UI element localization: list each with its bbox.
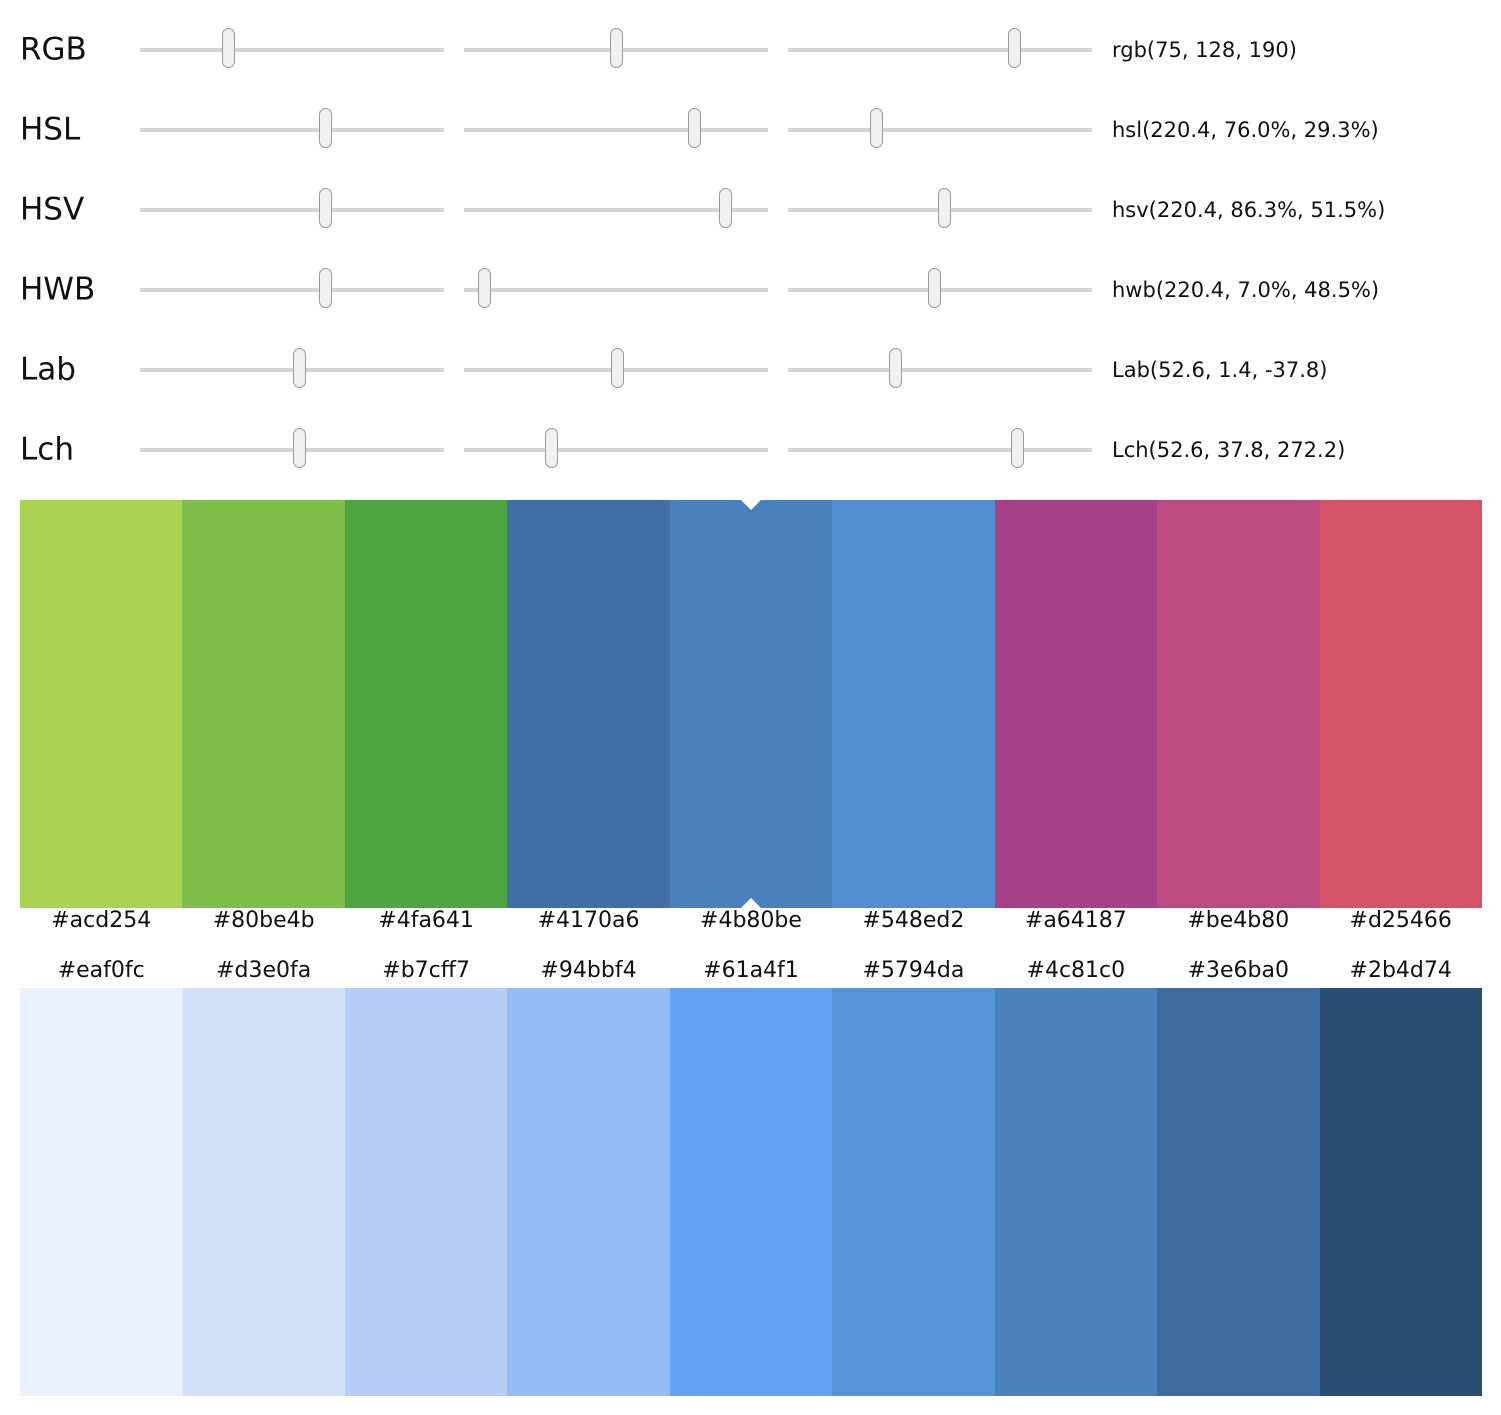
color-readout: hsv(220.4, 86.3%, 51.5%) bbox=[1112, 198, 1386, 222]
color-swatch[interactable] bbox=[1157, 500, 1320, 908]
color-swatch[interactable] bbox=[182, 988, 345, 1396]
palette-top bbox=[20, 500, 1482, 908]
color-swatch[interactable] bbox=[20, 500, 183, 908]
palette-top-labels: #acd254 #80be4b #4fa641 #4170a6 #4b80be #548e… bbox=[20, 908, 1482, 933]
color-swatch[interactable] bbox=[832, 500, 995, 908]
selected-marker-bottom-icon bbox=[741, 898, 761, 908]
slider-track[interactable] bbox=[788, 108, 1092, 148]
slider-thumb[interactable] bbox=[222, 28, 236, 68]
slider-thumb[interactable] bbox=[928, 268, 942, 308]
slider-thumb[interactable] bbox=[292, 428, 306, 468]
swatch-hex-label: #b7cff7 bbox=[382, 958, 470, 983]
slider-track[interactable] bbox=[140, 348, 444, 388]
slider-track[interactable] bbox=[140, 108, 444, 148]
color-readout: hwb(220.4, 7.0%, 48.5%) bbox=[1112, 278, 1380, 302]
slider-track[interactable] bbox=[464, 428, 768, 468]
swatch-hex-label: #5794da bbox=[862, 958, 965, 983]
color-swatch[interactable] bbox=[507, 988, 670, 1396]
slider-row-hwb: HWB hwb(220.4, 7.0%, 48.5%) bbox=[0, 268, 1501, 370]
slider-track[interactable] bbox=[788, 428, 1092, 468]
model-label: HSL bbox=[20, 111, 81, 148]
slider-thumb[interactable] bbox=[870, 108, 884, 148]
swatch-hex-label: #d3e0fa bbox=[216, 958, 312, 983]
slider-thumb[interactable] bbox=[292, 348, 306, 388]
color-readout: hsl(220.4, 76.0%, 29.3%) bbox=[1112, 118, 1379, 142]
color-swatch[interactable] bbox=[344, 500, 508, 908]
slider-thumb[interactable] bbox=[611, 348, 625, 388]
slider-track[interactable] bbox=[788, 268, 1092, 308]
slider-row-lch: Lch Lch(52.6, 37.8, 272.2) bbox=[0, 428, 1501, 530]
swatch-hex-label: #4c81c0 bbox=[1026, 958, 1126, 983]
slider-track[interactable] bbox=[464, 268, 768, 308]
slider-track[interactable] bbox=[464, 348, 768, 388]
color-swatch[interactable] bbox=[1157, 988, 1320, 1396]
slider-track[interactable] bbox=[140, 268, 444, 308]
color-swatch[interactable] bbox=[507, 500, 670, 908]
swatch-hex-label: #4fa641 bbox=[378, 908, 474, 933]
slider-row-hsl: HSL hsl(220.4, 76.0%, 29.3%) bbox=[0, 108, 1501, 210]
swatch-hex-label: #acd254 bbox=[51, 908, 152, 933]
swatch-hex-label: #eaf0fc bbox=[57, 958, 145, 983]
slider-track[interactable] bbox=[464, 28, 768, 68]
swatch-hex-label: #61a4f1 bbox=[703, 958, 799, 983]
palette-bottom-labels: #eaf0fc #d3e0fa #b7cff7 #94bbf4 #61a4f1 #5794… bbox=[20, 958, 1482, 983]
color-swatch[interactable] bbox=[832, 988, 995, 1396]
slider-thumb[interactable] bbox=[478, 268, 492, 308]
slider-thumb[interactable] bbox=[319, 268, 333, 308]
swatch-hex-label: #80be4b bbox=[212, 908, 315, 933]
slider-row-hsv: HSV hsv(220.4, 86.3%, 51.5%) bbox=[0, 188, 1501, 290]
color-swatch[interactable] bbox=[669, 988, 833, 1396]
slider-thumb[interactable] bbox=[688, 108, 702, 148]
slider-track[interactable] bbox=[464, 188, 768, 228]
swatch-hex-label: #4170a6 bbox=[537, 908, 640, 933]
selected-marker-top-icon bbox=[741, 500, 761, 510]
color-readout: rgb(75, 128, 190) bbox=[1112, 38, 1297, 62]
palette-bottom bbox=[20, 988, 1482, 1396]
color-swatch[interactable] bbox=[182, 500, 345, 908]
swatch-hex-label: #4b80be bbox=[700, 908, 802, 933]
slider-row-rgb: RGB rgb(75, 128, 190) bbox=[0, 28, 1501, 130]
slider-thumb[interactable] bbox=[545, 428, 559, 468]
slider-row-lab: Lab Lab(52.6, 1.4, -37.8) bbox=[0, 348, 1501, 450]
color-swatch[interactable] bbox=[1319, 500, 1482, 908]
slider-thumb[interactable] bbox=[609, 28, 623, 68]
model-label: HWB bbox=[20, 271, 96, 308]
color-swatch[interactable] bbox=[1319, 988, 1482, 1396]
slider-track[interactable] bbox=[140, 428, 444, 468]
swatch-hex-label: #548ed2 bbox=[862, 908, 965, 933]
color-swatch[interactable] bbox=[20, 988, 183, 1396]
slider-track[interactable] bbox=[788, 28, 1092, 68]
slider-track[interactable] bbox=[140, 188, 444, 228]
model-label: HSV bbox=[20, 191, 85, 228]
swatch-hex-label: #2b4d74 bbox=[1349, 958, 1452, 983]
slider-track[interactable] bbox=[788, 348, 1092, 388]
color-swatch[interactable] bbox=[994, 500, 1158, 908]
swatch-hex-label: #3e6ba0 bbox=[1187, 958, 1289, 983]
slider-thumb[interactable] bbox=[719, 188, 733, 228]
model-label: Lch bbox=[20, 431, 74, 468]
slider-thumb[interactable] bbox=[937, 188, 951, 228]
model-label: RGB bbox=[20, 31, 87, 68]
slider-thumb[interactable] bbox=[1010, 428, 1024, 468]
color-readout: Lch(52.6, 37.8, 272.2) bbox=[1112, 438, 1346, 462]
swatch-hex-label: #be4b80 bbox=[1187, 908, 1290, 933]
color-swatch[interactable] bbox=[994, 988, 1158, 1396]
model-label: Lab bbox=[20, 351, 76, 388]
slider-track[interactable] bbox=[140, 28, 444, 68]
slider-thumb[interactable] bbox=[1007, 28, 1021, 68]
slider-track[interactable] bbox=[788, 188, 1092, 228]
color-swatch[interactable] bbox=[669, 500, 833, 908]
color-readout: Lab(52.6, 1.4, -37.8) bbox=[1112, 358, 1328, 382]
slider-thumb[interactable] bbox=[888, 348, 902, 388]
swatch-hex-label: #a64187 bbox=[1024, 908, 1127, 933]
color-swatch[interactable] bbox=[344, 988, 508, 1396]
slider-track[interactable] bbox=[464, 108, 768, 148]
slider-thumb[interactable] bbox=[319, 108, 333, 148]
swatch-hex-label: #d25466 bbox=[1349, 908, 1452, 933]
slider-thumb[interactable] bbox=[319, 188, 333, 228]
swatch-hex-label: #94bbf4 bbox=[540, 958, 637, 983]
